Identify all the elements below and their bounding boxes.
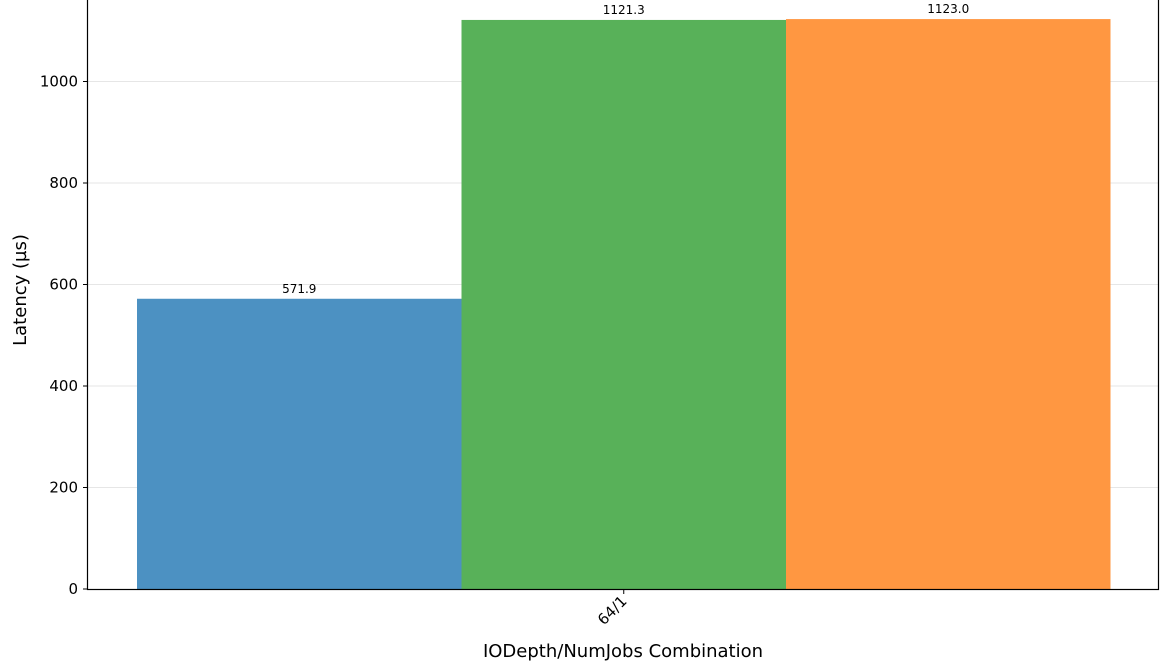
y-tick-label: 200: [49, 479, 78, 497]
bar: [137, 298, 462, 589]
bar: [461, 19, 786, 590]
y-tick-label: 0: [68, 580, 78, 598]
y-tick-label: 400: [49, 377, 78, 395]
y-ticks: 0 200 400 600 800 1000: [40, 73, 88, 598]
x-tick-label: 64/1: [594, 592, 631, 629]
y-tick-label: 600: [49, 276, 78, 294]
y-tick-label: 800: [49, 174, 78, 192]
axes: [86, 0, 1160, 591]
y-tick-label: 1000: [40, 73, 78, 91]
bar-value-label: 1123.0: [927, 2, 969, 16]
x-ticks: 64/1: [594, 589, 631, 629]
y-axis-label: Latency (µs): [10, 234, 31, 346]
x-axis-label: IODepth/NumJobs Combination: [483, 641, 763, 662]
bar: [786, 19, 1111, 589]
plot-frame: [86, 0, 1160, 591]
bar-value-label: 1121.3: [603, 3, 645, 17]
bar-value-label: 571.9: [282, 282, 316, 296]
bars: 571.9 1121.3 1123.0: [137, 2, 1111, 590]
